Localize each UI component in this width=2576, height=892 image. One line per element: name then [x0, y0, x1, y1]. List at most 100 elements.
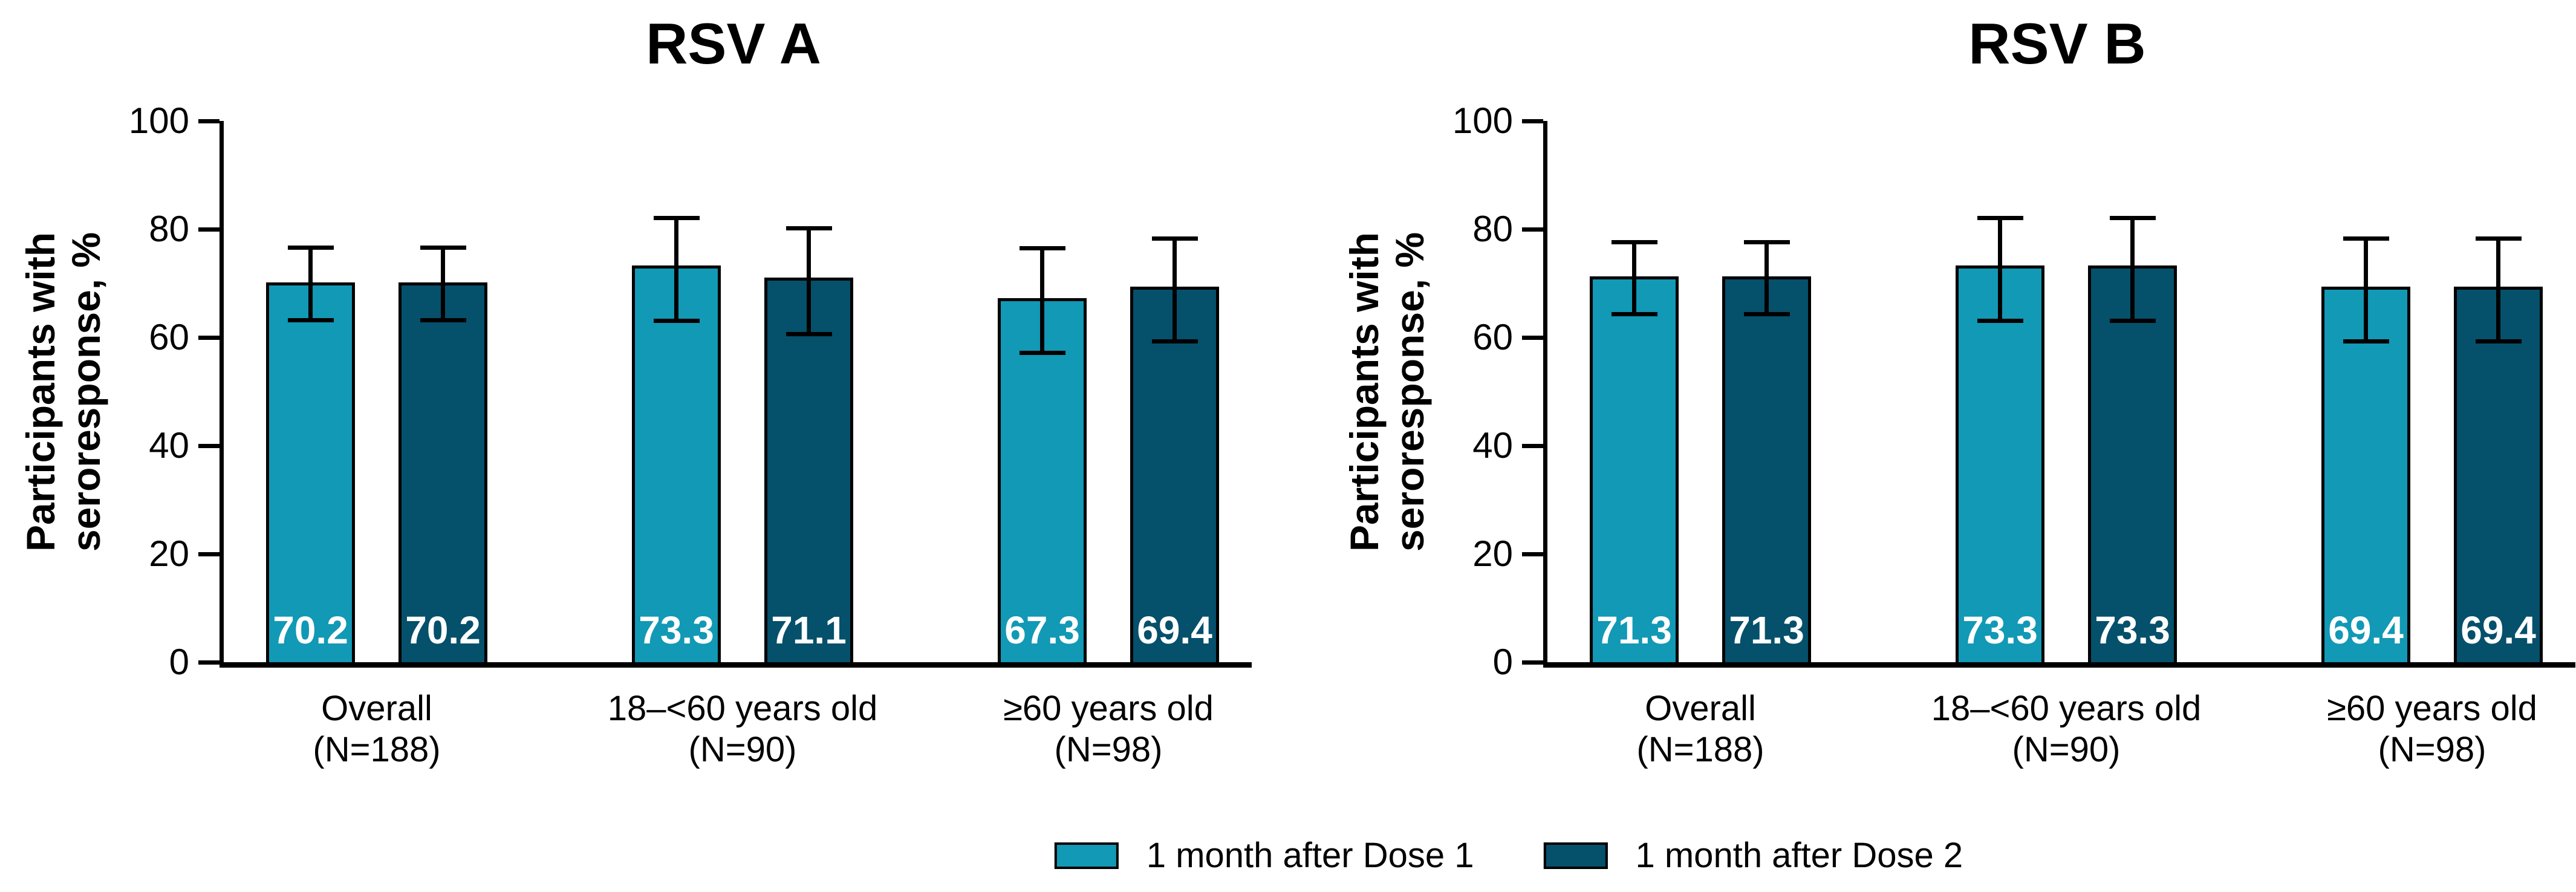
y-tick-label: 80 — [1472, 209, 1513, 249]
error-bar-cap-bottom — [2475, 339, 2522, 344]
error-bar-cap-top — [1611, 239, 1657, 244]
bar-value-label: 73.3 — [1962, 608, 2038, 652]
y-tick-label: 100 — [1452, 100, 1513, 141]
bar — [2454, 286, 2543, 662]
error-bar-cap-bottom — [2343, 339, 2389, 344]
x-category-label: 18–<60 years old (N=90) — [1931, 689, 2202, 769]
chart-title: RSV B — [1968, 11, 2146, 76]
y-tick-mark — [198, 335, 220, 340]
error-bar-cap-top — [1151, 236, 1198, 241]
bar-value-label: 73.3 — [639, 608, 714, 652]
bar-value-label: 73.3 — [2095, 608, 2170, 652]
y-tick-label: 100 — [128, 100, 189, 141]
error-bar-cap-top — [420, 245, 466, 250]
y-tick-mark — [198, 552, 220, 556]
error-bar-whisker — [1632, 241, 1636, 315]
y-tick-label: 60 — [1472, 317, 1513, 357]
error-bar-whisker — [1998, 218, 2002, 322]
bar — [1722, 276, 1811, 662]
bar-value-label: 69.4 — [2328, 608, 2404, 652]
error-bar-cap-top — [2343, 236, 2389, 241]
error-bar-cap-top — [1019, 246, 1065, 251]
error-bar-whisker — [1040, 248, 1044, 353]
x-category-label: Overall (N=188) — [1636, 689, 1764, 769]
plot-area: Overall (N=188) 18–<60 years old (N=90) ≥6… — [1522, 119, 2575, 769]
error-bar-cap-top — [2109, 216, 2156, 221]
error-bar-whisker — [1173, 238, 1177, 342]
x-category-label: 18–<60 years old (N=90) — [607, 689, 878, 769]
y-tick-label: 40 — [149, 425, 189, 466]
bar-value-label: 69.4 — [1137, 608, 1212, 652]
error-bar-cap-top — [287, 245, 334, 250]
bar — [1956, 265, 2044, 662]
legend: 1 month after Dose 1 1 month after Dose 2 — [1054, 836, 1963, 875]
y-tick-mark — [1522, 552, 1543, 556]
bar — [266, 282, 355, 662]
y-tick-mark — [1522, 443, 1543, 448]
error-bar-cap-top — [653, 216, 700, 221]
error-bar-whisker — [441, 247, 445, 321]
error-bar-whisker — [2130, 218, 2135, 322]
x-category-label: Overall (N=188) — [313, 689, 441, 769]
x-category-label: ≥60 years old (N=98) — [1003, 689, 1214, 769]
error-bar-cap-bottom — [420, 318, 466, 323]
y-axis-title: Participants with seroresponse, % — [1341, 232, 1432, 552]
error-bar-whisker — [1764, 241, 1769, 315]
y-tick-mark — [1522, 335, 1543, 340]
error-bar-whisker — [2364, 238, 2368, 342]
error-bar-cap-bottom — [785, 331, 832, 336]
bar-value-label: 70.2 — [273, 608, 348, 652]
bar-value-label: 67.3 — [1004, 608, 1080, 652]
bar — [998, 298, 1087, 662]
y-tick-label: 0 — [169, 642, 189, 682]
error-bar-cap-bottom — [1743, 312, 1790, 317]
error-bar-cap-bottom — [1019, 350, 1065, 355]
y-tick-label: 80 — [149, 209, 189, 249]
y-tick-mark — [198, 660, 220, 665]
error-bar-cap-bottom — [653, 319, 700, 324]
bar-value-label: 71.3 — [1596, 608, 1672, 652]
bar — [764, 277, 853, 662]
y-tick-mark — [198, 227, 220, 232]
y-axis-title: Participants with seroresponse, % — [18, 232, 108, 552]
y-tick-label: 0 — [1492, 642, 1513, 682]
y-tick-label: 20 — [1472, 533, 1513, 574]
error-bar-cap-bottom — [287, 318, 334, 323]
legend-swatch — [1543, 842, 1608, 869]
error-bar-cap-bottom — [1151, 339, 1198, 344]
bar-value-label: 71.1 — [771, 608, 847, 652]
bar-value-label: 71.3 — [1729, 608, 1804, 652]
y-tick-mark — [1522, 660, 1543, 665]
error-bar-whisker — [807, 228, 811, 334]
bar — [1590, 276, 1679, 662]
y-tick-label: 40 — [1472, 425, 1513, 466]
x-category-label: ≥60 years old (N=98) — [2327, 689, 2537, 769]
bar — [632, 265, 721, 662]
error-bar-cap-top — [785, 226, 832, 231]
chart-title: RSV A — [646, 11, 821, 76]
y-tick-label: 20 — [149, 533, 189, 574]
error-bar-cap-bottom — [1977, 319, 2023, 324]
error-bar-whisker — [2496, 238, 2500, 342]
y-tick-mark — [198, 119, 220, 123]
error-bar-cap-top — [1977, 216, 2023, 221]
error-bar-cap-bottom — [1611, 312, 1657, 317]
error-bar-whisker — [308, 247, 313, 321]
bar — [2321, 286, 2410, 662]
chart-rsv-b: RSV B Participants with seroresponse, % 0 2… — [1342, 0, 2576, 892]
y-tick-mark — [198, 443, 220, 448]
y-tick-mark — [1522, 119, 1543, 123]
legend-swatch — [1054, 842, 1119, 869]
plot-area: Overall (N=188) 18–<60 years old (N=90) ≥6… — [198, 119, 1252, 769]
legend-item: 1 month after Dose 2 — [1543, 837, 1963, 874]
bar-value-label: 69.4 — [2461, 608, 2536, 652]
error-bar-whisker — [674, 218, 678, 322]
bar — [2088, 265, 2177, 662]
legend-item-label: 1 month after Dose 1 — [1146, 836, 1474, 875]
y-tick-label: 60 — [149, 317, 189, 357]
chart-rsv-a: RSV A Participants with seroresponse, % 0 2… — [18, 0, 1267, 892]
error-bar-cap-bottom — [2109, 319, 2156, 324]
bar-value-label: 70.2 — [405, 608, 481, 652]
y-tick-mark — [1522, 227, 1543, 232]
